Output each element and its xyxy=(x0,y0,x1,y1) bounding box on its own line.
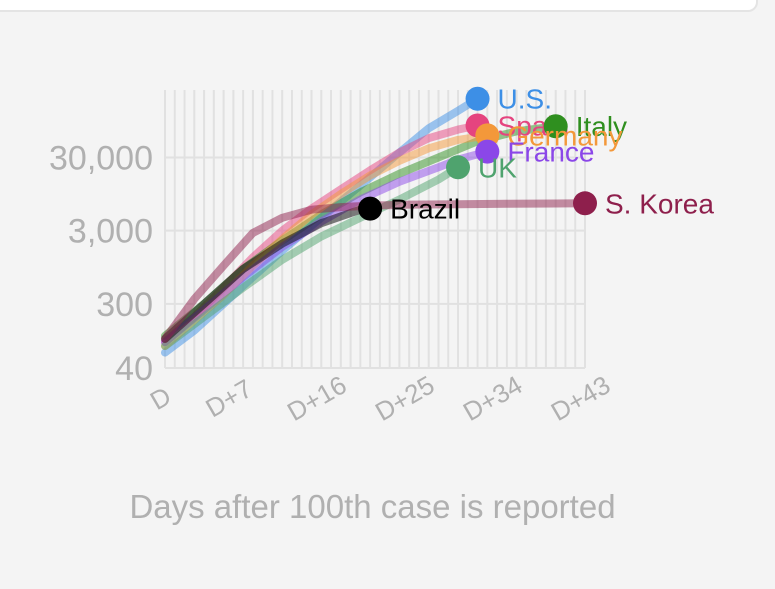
series-line xyxy=(161,163,462,350)
y-tick-label: 300 xyxy=(96,286,153,324)
x-tick-label: D+34 xyxy=(458,369,527,426)
series-label: Italy xyxy=(576,111,627,142)
series-line xyxy=(161,199,589,343)
series-end-dot xyxy=(358,196,383,221)
series-label: S. Korea xyxy=(605,188,714,219)
series-label: France xyxy=(507,137,594,168)
series-end-dot xyxy=(573,191,597,216)
x-tick-label: D+43 xyxy=(546,369,615,426)
top-card-edge xyxy=(0,0,758,12)
series-label: U.S. xyxy=(498,84,552,115)
x-tick-label: D+7 xyxy=(200,373,257,423)
series-end-dot xyxy=(475,139,500,164)
series-label: Brazil xyxy=(390,194,460,225)
series-label: Germany xyxy=(507,120,622,151)
x-tick-label: D+25 xyxy=(370,369,439,426)
series-label: UK xyxy=(478,152,517,183)
series-end-dot xyxy=(446,155,471,180)
x-tick-label: D+16 xyxy=(282,369,351,426)
y-tick-label: 30,000 xyxy=(49,139,153,177)
y-tick-label: 40 xyxy=(115,350,153,388)
series-end-dot xyxy=(465,86,490,111)
series-end-dot xyxy=(543,114,568,139)
x-axis-label: Days after 100th case is reported xyxy=(129,488,616,525)
y-tick-label: 3,000 xyxy=(68,213,153,251)
